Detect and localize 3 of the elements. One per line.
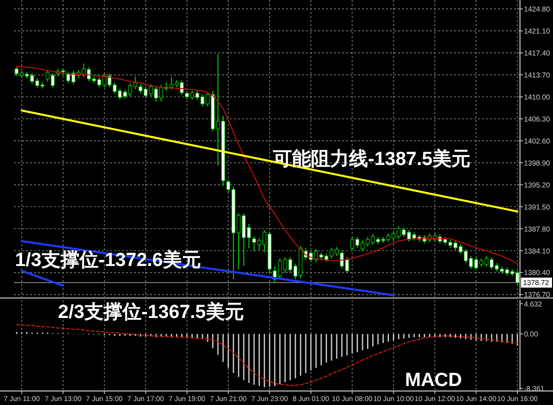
- line-series: [16, 324, 518, 386]
- annotation: 2/3支撑位-1367.5美元: [58, 301, 244, 323]
- text: MACD: [405, 370, 462, 391]
